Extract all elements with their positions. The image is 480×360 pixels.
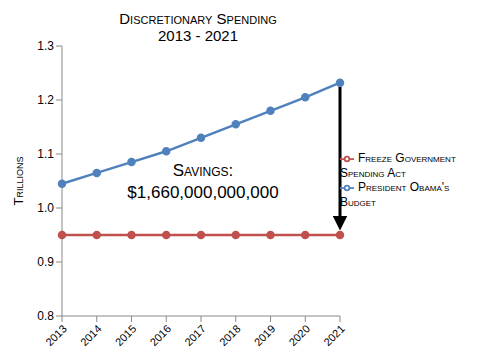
svg-text:1.1: 1.1	[37, 147, 54, 161]
svg-text:1.0: 1.0	[37, 201, 54, 215]
html-text:$1,660,000,000,000: $1,660,000,000,000	[127, 183, 279, 202]
svg-text:2018: 2018	[217, 322, 243, 348]
svg-text:0.9: 0.9	[37, 255, 54, 269]
html-text:2013 - 2021: 2013 - 2021	[158, 27, 238, 44]
svg-text:0.8: 0.8	[37, 309, 54, 323]
html-text:Freeze Government Spending Act: Freeze Government Spending Act	[340, 151, 456, 180]
svg-text:2017: 2017	[182, 322, 208, 348]
html-text:Savings:: Savings:	[172, 161, 234, 180]
svg-text:1.3: 1.3	[37, 39, 54, 53]
svg-text:1.2: 1.2	[37, 93, 54, 107]
html-text:President Obama's Budget: President Obama's Budget	[340, 180, 450, 209]
svg-text:2014: 2014	[78, 322, 104, 348]
svg-text:2019: 2019	[252, 322, 278, 348]
svg-text:2015: 2015	[113, 322, 139, 348]
svg-text:2013: 2013	[43, 322, 69, 348]
svg-text:Trillions: Trillions	[11, 157, 26, 206]
svg-text:2020: 2020	[286, 322, 312, 348]
html-text:Discretionary Spending: Discretionary Spending	[119, 10, 277, 27]
svg-text:2021: 2021	[321, 322, 347, 348]
svg-text:2016: 2016	[147, 322, 173, 348]
